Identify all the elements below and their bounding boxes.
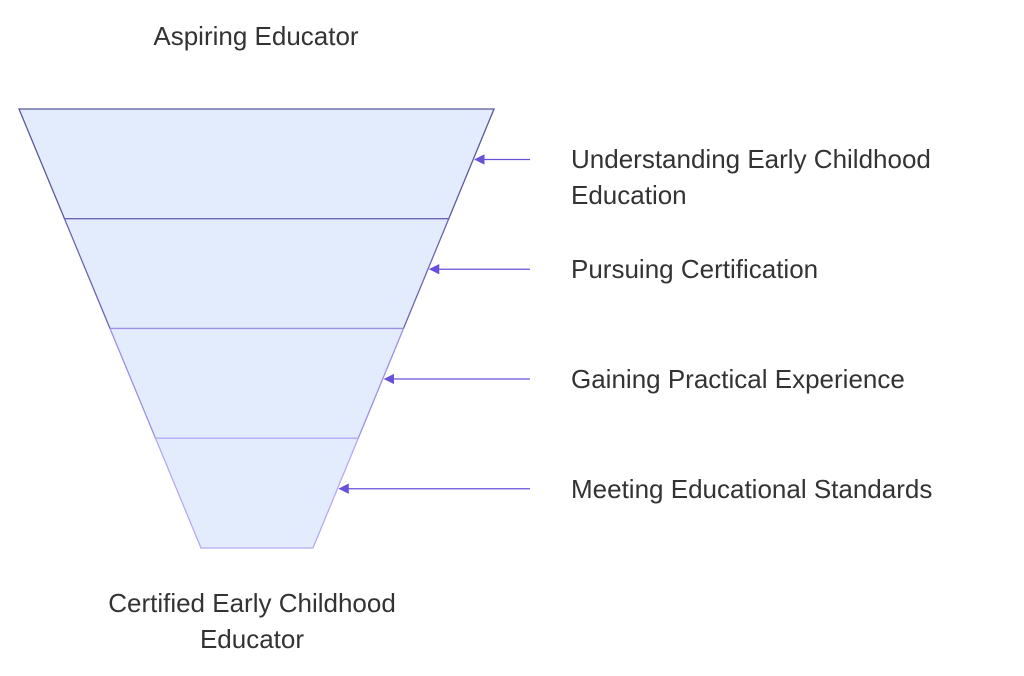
stage-label: Understanding Early Childhood Education — [571, 144, 931, 211]
stage-label: Meeting Educational Standards — [571, 473, 933, 504]
top-label: Aspiring Educator — [153, 21, 359, 51]
funnel-stage — [109, 327, 405, 439]
funnel-stage — [154, 437, 360, 549]
stage-label: Pursuing Certification — [571, 254, 819, 285]
funnel-stage — [18, 108, 495, 220]
funnel-stage — [63, 218, 450, 330]
stage-label: Gaining Practical Experience — [571, 363, 905, 394]
bottom-label: Certified Early Childhood Educator — [108, 588, 396, 654]
